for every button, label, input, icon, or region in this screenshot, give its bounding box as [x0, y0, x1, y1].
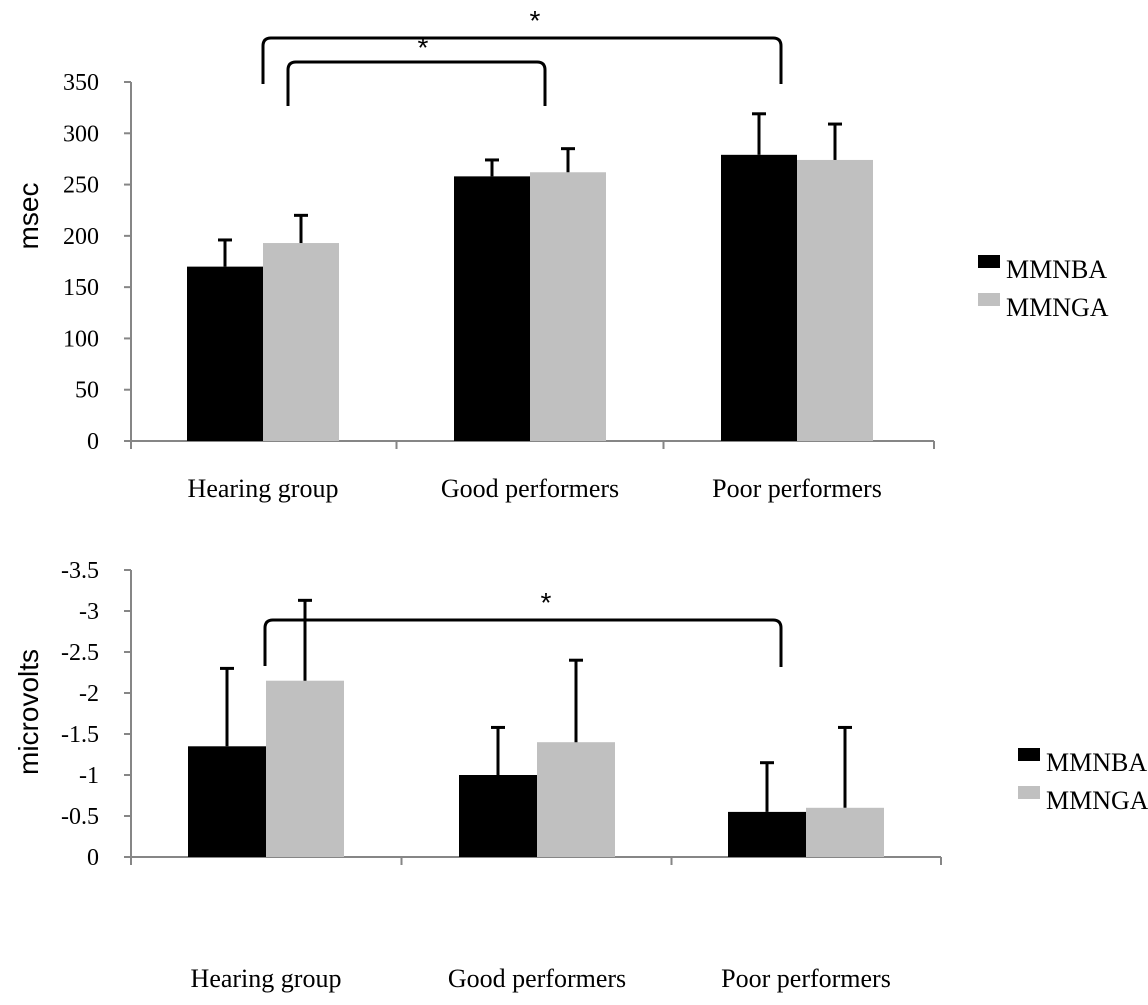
legend-swatch-mmnga [1018, 786, 1040, 799]
y-tick-label: 350 [63, 70, 99, 96]
bar-mmnga-1 [266, 680, 344, 857]
y-tick-label: -2 [79, 681, 99, 707]
x-category-label: Good performers [448, 964, 626, 993]
legend-swatch-mmnba [978, 255, 1000, 268]
bar-mmnba-2 [454, 176, 530, 441]
bar-mmnga-2 [537, 742, 615, 857]
significance-star: * [418, 32, 429, 63]
legend-label-mmnga: MMNGA [1046, 786, 1148, 815]
significance-bracket [261, 36, 783, 84]
x-category-label: Poor performers [721, 964, 891, 993]
significance-bracket [286, 60, 547, 106]
legend-swatch-mmnga [978, 293, 1000, 306]
chart-1: 0 50 100 150 200 250 300 350 Hearing group Good p… [13, 5, 1109, 503]
y-axis-title: msec [13, 183, 44, 250]
y-tick-label: 50 [75, 378, 99, 404]
bar-mmnga-3 [806, 807, 884, 857]
y-axis-title: microvolts [13, 649, 44, 775]
y-tick-label: -2.5 [61, 640, 99, 666]
bar-mmnga-1 [263, 243, 339, 441]
y-tick-label: 0 [87, 845, 99, 871]
y-tick-label: 200 [63, 224, 99, 250]
y-tick-label: 150 [63, 275, 99, 301]
significance-star: * [541, 587, 552, 618]
bar-mmnba-3 [728, 811, 806, 857]
y-tick-label: -1 [79, 763, 99, 789]
y-tick-label: -0.5 [61, 804, 99, 830]
y-tick-label: -1.5 [61, 722, 99, 748]
x-category-label: Poor performers [712, 474, 882, 503]
bar-mmnba-2 [459, 775, 537, 857]
y-tick-label: -3.5 [61, 558, 99, 584]
bar-mmnba-1 [188, 746, 266, 857]
x-category-label: Good performers [441, 474, 619, 503]
significance-bracket [263, 618, 783, 667]
x-category-label: Hearing group [191, 964, 342, 993]
legend-label-mmnga: MMNGA [1006, 293, 1109, 322]
y-tick-label: 250 [63, 173, 99, 199]
bar-mmnba-1 [187, 266, 263, 441]
legend-label-mmnba: MMNBA [1006, 255, 1107, 284]
legend-swatch-mmnba [1018, 748, 1040, 761]
y-tick-label: -3 [79, 599, 99, 625]
y-tick-label: 0 [87, 429, 99, 455]
chart-2: 0 -0.5 -1 -1.5 -2 -2.5 -3 -3.5 Hearing group Good… [13, 558, 1148, 993]
significance-star: * [530, 5, 541, 36]
bar-mmnga-2 [530, 172, 606, 441]
x-category-label: Hearing group [188, 474, 339, 503]
bar-mmnga-3 [797, 159, 873, 441]
legend-label-mmnba: MMNBA [1046, 748, 1147, 777]
bar-mmnba-3 [721, 154, 797, 441]
y-tick-label: 300 [63, 121, 99, 147]
y-tick-label: 100 [63, 326, 99, 352]
